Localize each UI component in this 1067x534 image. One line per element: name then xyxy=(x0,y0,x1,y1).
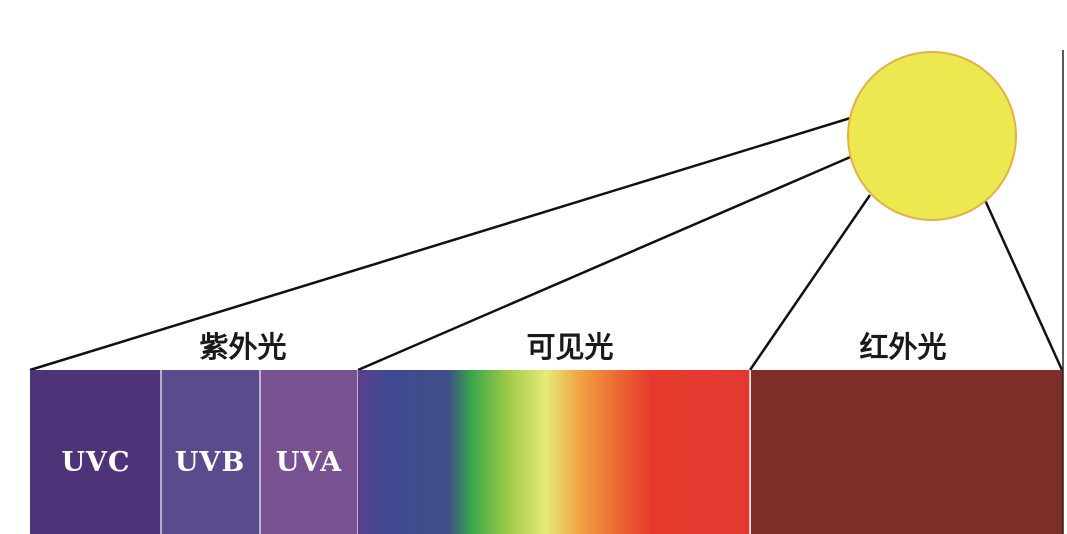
visible-label: 可见光 xyxy=(526,330,613,364)
ray-line-uv-left xyxy=(29,114,858,372)
sun-icon xyxy=(847,51,1017,221)
ray-line-visible-infrared xyxy=(748,194,872,371)
ultraviolet-label: 紫外光 xyxy=(199,330,286,364)
uvc-band xyxy=(30,370,161,534)
infrared-band xyxy=(751,370,1063,534)
uvb-band xyxy=(161,370,260,534)
uva-band xyxy=(260,370,358,534)
uvb-label: UVB xyxy=(175,447,245,478)
uvc-label: UVC xyxy=(62,447,131,478)
uva-label: UVA xyxy=(276,447,342,478)
ray-line-uv-visible xyxy=(357,153,856,372)
ray-line-infrared-right xyxy=(983,199,1064,371)
infrared-label: 红外光 xyxy=(859,330,946,364)
visible-spectrum-band xyxy=(358,370,750,534)
